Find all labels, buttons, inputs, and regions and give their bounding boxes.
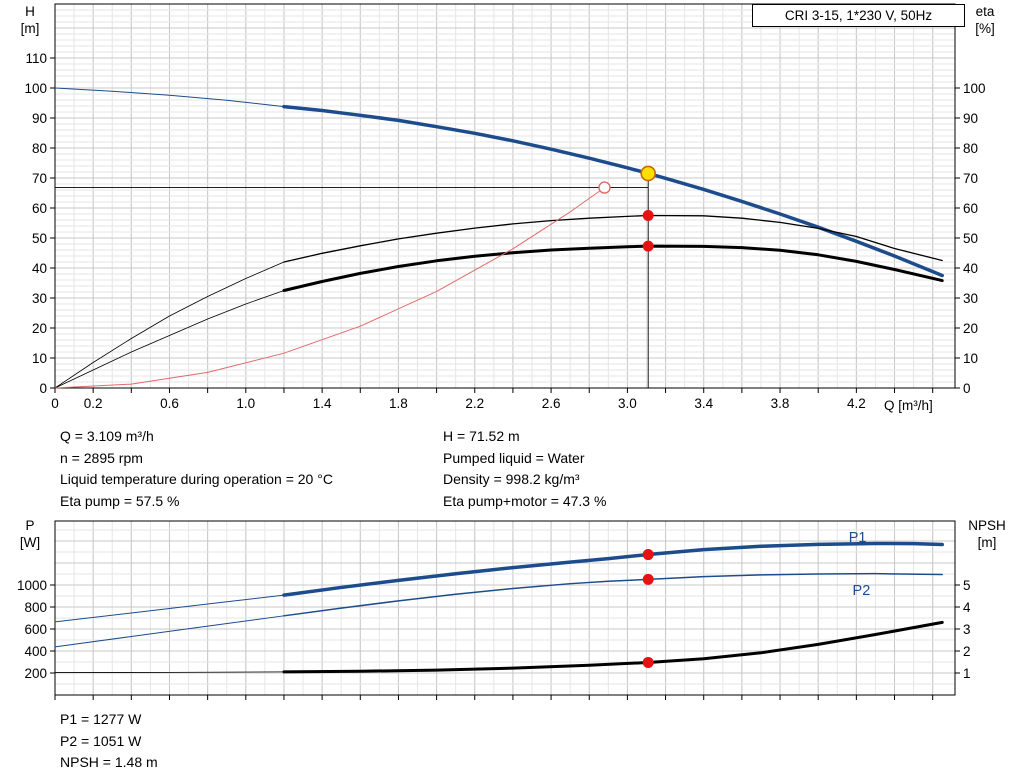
npsh-curve <box>282 620 944 674</box>
svg-text:70: 70 <box>32 171 47 186</box>
svg-text:1.0: 1.0 <box>236 396 255 411</box>
eta-axis-symbol: eta <box>975 4 995 19</box>
power-info-block: P1 = 1277 W P2 = 1051 W NPSH = 1.48 m <box>60 709 158 774</box>
svg-text:600: 600 <box>24 622 47 637</box>
svg-text:2.2: 2.2 <box>465 396 484 411</box>
svg-text:20: 20 <box>32 321 47 336</box>
svg-text:3: 3 <box>963 622 971 637</box>
eta-pump-value: Eta pump = 57.5 % <box>60 492 180 509</box>
svg-text:0: 0 <box>39 381 47 396</box>
duty-point-p2[interactable] <box>642 573 654 585</box>
pump-title-box: CRI 3-15, 1*230 V, 50Hz <box>752 4 965 27</box>
p2-series-label: P2 <box>853 583 871 599</box>
duty-point-p1[interactable] <box>642 549 654 561</box>
svg-text:50: 50 <box>32 231 47 246</box>
duty-flow-value: Q = 3.109 m³/h <box>60 428 154 444</box>
p2-curve <box>283 572 943 617</box>
eta-pump-motor-value: Eta pump+motor = 47.3 % <box>443 492 607 509</box>
svg-text:4: 4 <box>963 600 971 615</box>
svg-text:5: 5 <box>963 578 971 593</box>
svg-text:60: 60 <box>32 201 47 216</box>
h-axis-unit: [m] <box>20 21 40 36</box>
svg-text:80: 80 <box>32 141 47 156</box>
duty-point-eta-pump[interactable] <box>642 210 654 221</box>
h-axis-title: H [m] <box>10 3 50 37</box>
svg-text:1.4: 1.4 <box>313 396 332 411</box>
svg-text:30: 30 <box>963 291 978 306</box>
svg-text:4.2: 4.2 <box>847 396 866 411</box>
npsh-curve-extension <box>54 671 285 673</box>
p1-value: P1 = 1277 W <box>60 711 142 727</box>
system-curve <box>54 187 605 389</box>
svg-text:20: 20 <box>963 321 978 336</box>
eta-pump-curve <box>283 214 943 263</box>
svg-text:10: 10 <box>963 351 978 366</box>
svg-text:1000: 1000 <box>17 578 47 593</box>
eta-pump-motor-extension <box>54 290 285 389</box>
p1-series-label: P1 <box>849 530 867 546</box>
svg-text:10: 10 <box>32 351 47 366</box>
p-axis-symbol: P <box>25 518 35 533</box>
svg-text:3.4: 3.4 <box>694 396 713 411</box>
svg-text:1: 1 <box>963 666 971 681</box>
p-axis-title: P [W] <box>10 517 50 551</box>
eta-pump-motor-curve <box>282 244 944 292</box>
duty-point-eta-pump-motor[interactable] <box>642 240 654 252</box>
svg-text:800: 800 <box>24 600 47 615</box>
svg-text:110: 110 <box>25 51 47 66</box>
duty-point-npsh[interactable] <box>642 656 654 668</box>
svg-text:200: 200 <box>24 666 47 681</box>
duty-point-qh[interactable] <box>640 165 656 182</box>
eta-pump-extension <box>54 261 285 389</box>
p2-curve-extension <box>54 615 285 648</box>
speed-value: n = 2895 rpm <box>60 449 143 466</box>
pumped-liquid-value: Pumped liquid = Water <box>443 449 585 466</box>
svg-text:0: 0 <box>963 381 971 396</box>
q-axis-title: Q [m³/h] <box>884 398 933 413</box>
svg-text:400: 400 <box>24 644 47 659</box>
duty-info-block: Q = 3.109 m³/h H = 71.52 m n = 2895 rpm … <box>60 426 960 512</box>
eta-axis-title: eta [%] <box>962 3 1008 37</box>
svg-text:0.6: 0.6 <box>160 396 179 411</box>
svg-text:30: 30 <box>32 291 47 306</box>
svg-text:40: 40 <box>32 261 47 276</box>
svg-text:1.8: 1.8 <box>389 396 408 411</box>
npsh-axis-title: NPSH [m] <box>956 517 1018 551</box>
svg-text:100: 100 <box>24 81 47 96</box>
liquid-temperature-value: Liquid temperature during operation = 20… <box>60 471 333 487</box>
svg-text:3.8: 3.8 <box>771 396 790 411</box>
npsh-axis-symbol: NPSH <box>968 518 1006 533</box>
qh-curve <box>282 104 944 278</box>
p1-curve-extension <box>54 594 285 623</box>
duty-head-value: H = 71.52 m <box>443 428 520 444</box>
svg-text:2: 2 <box>963 644 971 659</box>
density-value: Density = 998.2 kg/m³ <box>443 471 580 487</box>
svg-text:60: 60 <box>963 201 978 216</box>
svg-text:80: 80 <box>963 141 978 156</box>
svg-text:2.6: 2.6 <box>542 396 561 411</box>
svg-text:90: 90 <box>32 111 47 126</box>
p1-curve <box>282 541 944 597</box>
npsh-value: NPSH = 1.48 m <box>60 754 158 770</box>
svg-text:90: 90 <box>963 111 978 126</box>
svg-text:40: 40 <box>963 261 978 276</box>
svg-text:100: 100 <box>963 81 986 96</box>
svg-text:70: 70 <box>963 171 978 186</box>
h-axis-symbol: H <box>25 4 35 19</box>
svg-text:3.0: 3.0 <box>618 396 637 411</box>
eta-axis-unit: [%] <box>975 21 995 36</box>
svg-text:50: 50 <box>963 231 978 246</box>
svg-text:0.2: 0.2 <box>84 396 103 411</box>
p-axis-unit: [W] <box>19 535 41 550</box>
svg-text:0: 0 <box>51 396 59 411</box>
p2-value: P2 = 1051 W <box>60 732 142 749</box>
qh-curve-extension <box>54 87 285 108</box>
system-intersection-ring[interactable] <box>598 181 611 194</box>
npsh-axis-unit: [m] <box>977 535 997 550</box>
